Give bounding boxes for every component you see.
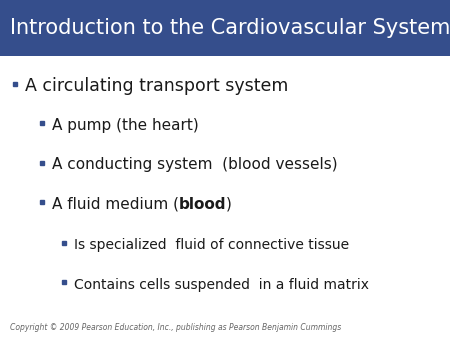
Text: A conducting system  (blood vessels): A conducting system (blood vessels) — [52, 158, 338, 172]
Text: ): ) — [226, 197, 232, 212]
Text: Is specialized  fluid of connective tissue: Is specialized fluid of connective tissu… — [74, 238, 349, 252]
Text: Copyright © 2009 Pearson Education, Inc., publishing as Pearson Benjamin Cumming: Copyright © 2009 Pearson Education, Inc.… — [10, 323, 341, 332]
Text: blood: blood — [179, 197, 226, 212]
Text: A pump (the heart): A pump (the heart) — [52, 118, 198, 133]
Text: Contains cells suspended  in a fluid matrix: Contains cells suspended in a fluid matr… — [74, 277, 369, 292]
Text: A fluid medium (: A fluid medium ( — [52, 197, 179, 212]
Text: Introduction to the Cardiovascular System: Introduction to the Cardiovascular Syste… — [10, 18, 450, 38]
Text: A circulating transport system: A circulating transport system — [25, 77, 288, 95]
Bar — [0, 0, 450, 56]
